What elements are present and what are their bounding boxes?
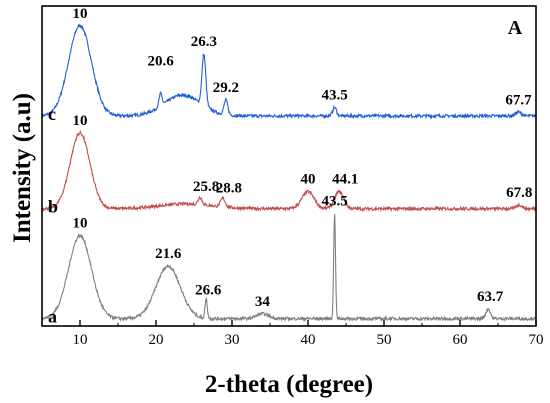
tick-layer: 10 20 30 40 50 60 70: [73, 320, 544, 348]
peak-label-c-0: 10: [73, 6, 88, 22]
series-a-line: [41, 214, 537, 323]
peak-label-b-4: 40: [301, 172, 316, 188]
x-tick-label: 70: [529, 332, 544, 348]
series-c-tag: c: [48, 104, 56, 124]
x-axis-title: 2-theta (degree): [205, 371, 373, 398]
peak-label-b-5: 44.1: [332, 172, 358, 188]
peak-label-c-1: 20.6: [147, 54, 174, 70]
x-tick-label: 20: [149, 332, 164, 348]
y-axis-title: Intensity (a.u): [9, 93, 36, 243]
peak-label-c-5: 43.5: [321, 87, 347, 103]
x-tick-label: 30: [225, 332, 240, 348]
series-a-tag: a: [48, 307, 57, 327]
peak-label-a-5: 63.7: [477, 289, 504, 305]
series-b-tag: b: [48, 197, 58, 217]
peak-label-b-3: 28.8: [216, 180, 242, 196]
series-c-line: [41, 23, 537, 120]
peak-label-a-1: 21.6: [155, 246, 182, 262]
x-tick-label: 40: [301, 332, 316, 348]
peak-label-c-4: 29.2: [213, 80, 239, 96]
peak-label-a-3: 34: [255, 294, 271, 310]
peak-label-b-6: 67.8: [506, 185, 532, 201]
peak-label-a-0: 10: [73, 216, 88, 232]
peak-label-a-4: 43.5: [321, 194, 347, 210]
series-layer: [41, 23, 537, 323]
x-tick-label: 50: [377, 332, 392, 348]
peak-label-b-2: 25.8: [193, 179, 219, 195]
peak-label-c-6: 67.7: [505, 92, 532, 108]
peak-label-a-2: 26.6: [195, 283, 222, 299]
label-layer: c 10 20.6 26.3 29.2 43.5 67.7 b 10 25.828.8 40 44.1…: [48, 6, 532, 327]
x-tick-label: 10: [73, 332, 88, 348]
plot-frame: [41, 5, 537, 327]
x-tick-label: 60: [453, 332, 468, 348]
peak-label-c-3: 26.3: [191, 34, 217, 50]
peak-label-b-0: 10: [73, 113, 88, 129]
panel-label: A: [508, 17, 523, 39]
series-b-line: [41, 129, 537, 213]
